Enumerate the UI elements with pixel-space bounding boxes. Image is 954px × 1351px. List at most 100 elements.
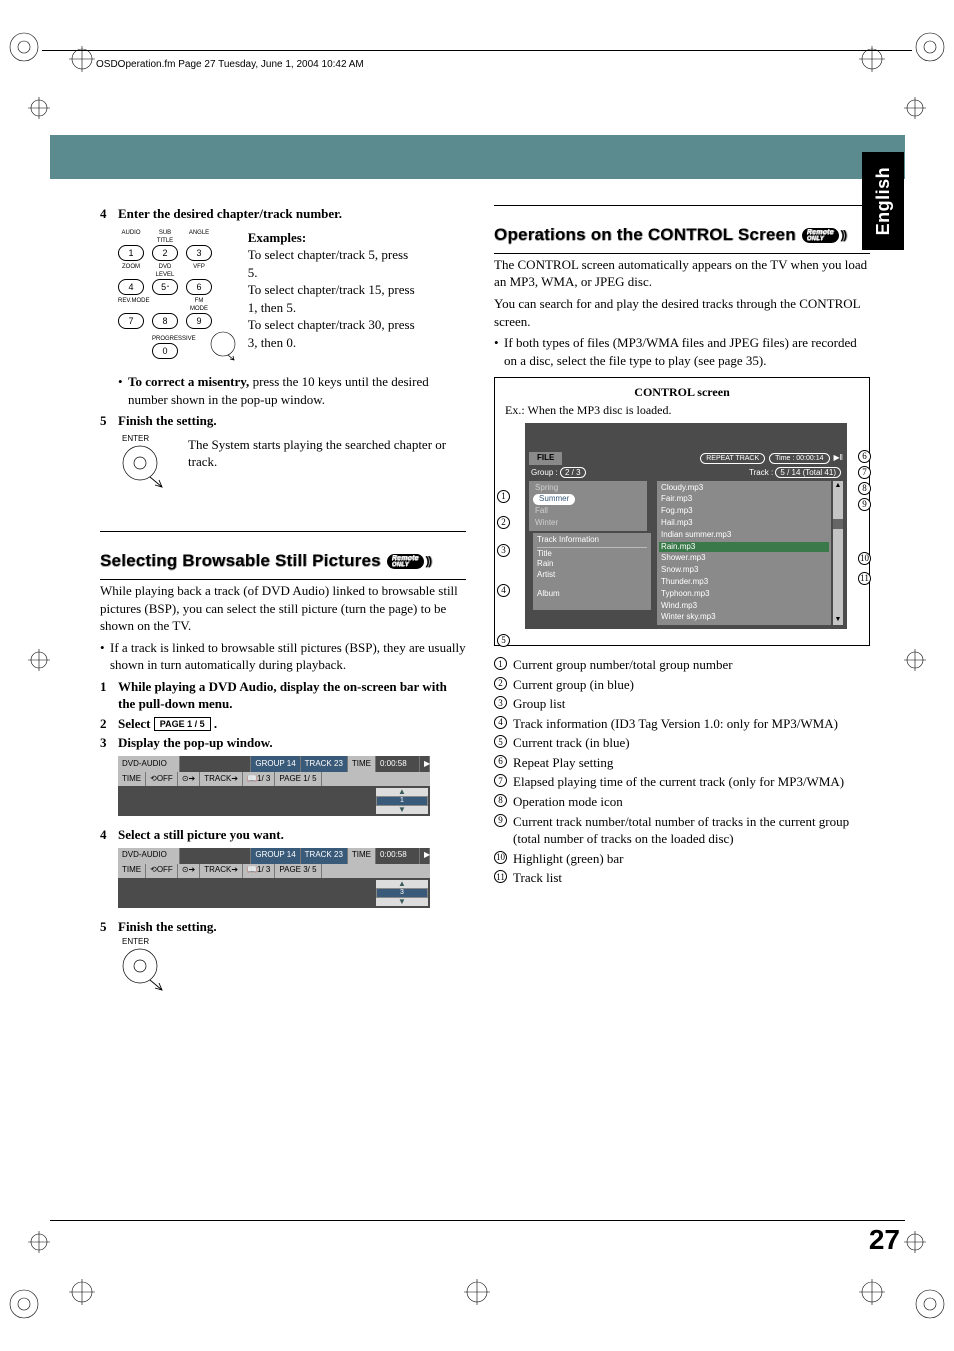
ctrl-bullet: If both types of files (MP3/WMA files an… [504,334,870,369]
legend-text: Current group (in blue) [513,676,634,694]
key-7: 7 [118,313,144,329]
track-item: Cloudy.mp3 [659,483,829,494]
page-up-arrow: ▲ [376,788,428,796]
track-item: Shower.mp3 [659,553,829,564]
left-column: 4 Enter the desired chapter/track number… [100,205,466,998]
track-info-label: Title [537,549,647,560]
language-label: English [871,167,895,236]
track-value: 5 / 14 (Total 41) [775,467,841,478]
mode-icon: ▶‖ [834,453,843,464]
enter-diagram: ENTER [122,434,168,495]
keypad-diagram: AUDIOSUB TITLEANGLE 123 ZOOMDVD LEVELVFP… [118,229,240,364]
legend-text: Repeat Play setting [513,754,613,772]
group-list: Spring Summer Fall Winter [529,481,647,531]
legend-text: Track list [513,869,562,887]
page-box-inline: PAGE 1 / 5 [154,717,211,731]
control-screen-title: CONTROL screen [503,384,861,400]
repeat-pill: REPEAT TRACK [700,453,765,464]
key-0: 0 [152,343,178,359]
step-text: Finish the setting. [118,412,217,430]
control-screen: FILE REPEAT TRACK Time : 00:00:14 ▶‖ Gro… [525,423,847,630]
callout: 7 [858,462,871,480]
group-item: Fall [533,506,643,517]
step-text: Select PAGE 1 / 5 . [118,715,217,733]
track-list: Cloudy.mp3 Fair.mp3 Fog.mp3 Hail.mp3 Ind… [657,481,831,626]
osd-disc-label: DVD-AUDIO [118,756,180,772]
group-label: Group : [531,468,558,477]
track-item: Snow.mp3 [659,565,829,576]
enter-icon [122,445,168,491]
right-column: Operations on the CONTROL Screen RemoteO… [494,205,870,998]
track-info-header: Track Information [537,535,647,548]
enter-icon [210,331,240,361]
remote-only-badge: RemoteONLY⸩ [387,554,432,570]
track-info-label: Album [537,589,647,600]
legend-text: Track information (ID3 Tag Version 1.0: … [513,715,838,733]
enter-icon [122,948,168,994]
callout: 2 [497,512,510,530]
examples-label: Examples: [248,229,418,247]
step-text: Finish the setting. [118,918,217,936]
bsp-paragraph: While playing back a track (of DVD Audio… [100,582,466,635]
header-rule [42,50,912,51]
play-icon: ▶ [420,756,430,772]
ctrl-paragraph: You can search for and play the desired … [494,295,870,330]
enter-label: ENTER [122,937,466,948]
step-text: While playing a DVD Audio, display the o… [118,678,466,713]
callout: 6 [858,446,871,464]
legend-text: Operation mode icon [513,793,623,811]
step-text: Display the pop-up window. [118,734,273,752]
track-info-value: Rain [537,559,647,570]
subhead-control: Operations on the CONTROL Screen RemoteO… [494,224,870,247]
remote-only-badge: RemoteONLY⸩ [802,227,847,243]
group-item: Spring [533,483,643,494]
legend-text: Elapsed playing time of the current trac… [513,773,844,791]
callout: 4 [497,580,510,598]
group-item-selected: Summer [533,494,575,505]
track-item: Winter sky.mp3 [659,612,829,623]
time-pill: Time : 00:00:14 [769,453,829,464]
callout: 3 [497,540,510,558]
osd-time-label: TIME [348,756,376,772]
subhead-bsp: Selecting Browsable Still Pictures Remot… [100,550,466,573]
scroll-thumb [833,519,843,529]
bsp-bullet: If a track is linked to browsable still … [110,639,466,674]
callout: 5 [497,630,510,648]
key-9: 9 [186,313,212,329]
track-item: Wind.mp3 [659,601,829,612]
track-label: Track : [749,468,773,477]
osd-group: GROUP 14 [251,756,300,772]
legend-text: Group list [513,695,565,713]
scrollbar: ▲ ▼ [833,481,843,626]
example-text: To select chapter/track 30, press 3, the… [248,316,418,351]
control-screen-subtitle: Ex.: When the MP3 disc is loaded. [505,402,861,418]
track-item: Fair.mp3 [659,494,829,505]
file-label: FILE [529,452,562,465]
footer-rule [50,1220,905,1221]
track-item: Thunder.mp3 [659,577,829,588]
key-8: 8 [152,313,178,329]
track-item: Fog.mp3 [659,506,829,517]
callout: 8 [858,478,871,496]
track-item: Typhoon.mp3 [659,589,829,600]
legend-text: Current track number/total number of tra… [513,813,870,848]
track-item: Indian summer.mp3 [659,530,829,541]
track-info-label: Artist [537,570,647,581]
group-value: 2 / 3 [560,467,586,478]
osd-bar-1: DVD-AUDIO GROUP 14 TRACK 23 TIME 0:00:58… [118,756,430,816]
page-down-arrow: ▼ [376,806,428,814]
group-item: Winter [533,518,643,529]
doc-header-line: OSDOperation.fm Page 27 Tuesday, June 1,… [96,58,364,72]
legend-text: Current group number/total group number [513,656,733,674]
step-text: Enter the desired chapter/track number. [118,205,342,223]
osd-bar-2: DVD-AUDIO GROUP 14 TRACK 23 TIME 0:00:58… [118,848,430,908]
callout-legend: 1Current group number/total group number… [494,656,870,887]
track-item-selected: Rain.mp3 [659,542,829,553]
key-6: 6 [186,279,212,295]
track-information: Track Information Title Rain Artist Albu… [533,533,651,610]
legend-text: Current track (in blue) [513,734,630,752]
callout: 10 [858,548,871,566]
enter-desc: The System starts playing the searched c… [188,436,466,471]
step-number: 5 [100,412,118,430]
bullet-dot: • [118,373,128,408]
